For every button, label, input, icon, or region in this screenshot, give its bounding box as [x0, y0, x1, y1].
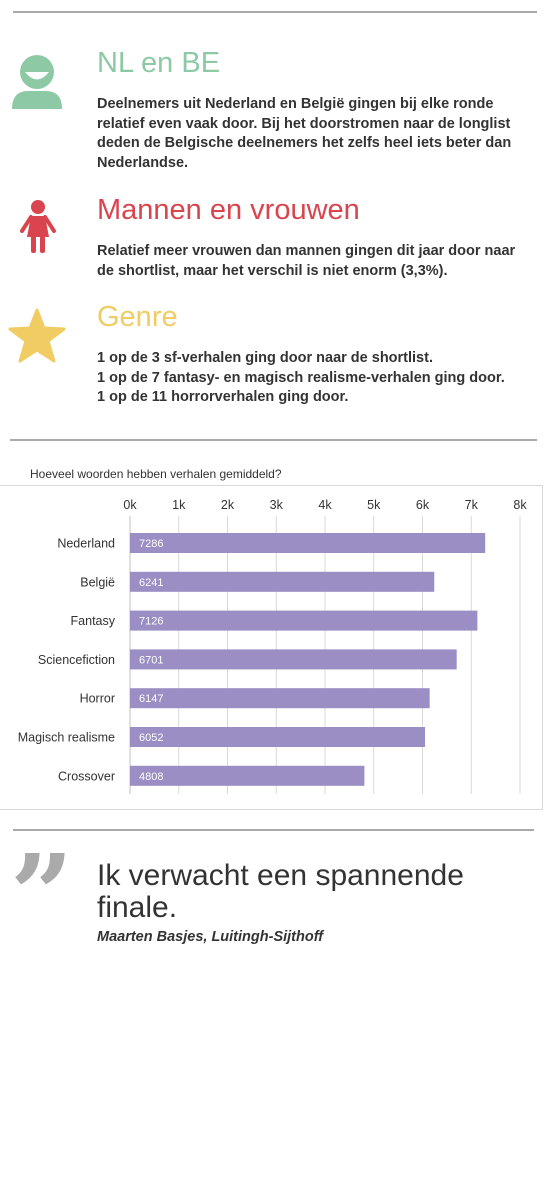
data-label: 7286 [139, 538, 163, 550]
bar [130, 649, 457, 670]
bar-chart: 0k 1k 2k 3k 4k 5k 6k 7k 8k Nederland 7286 België 624… [0, 485, 543, 810]
x-tick-label: 0k [123, 498, 137, 512]
data-label: 6052 [139, 732, 163, 744]
quote-mark-icon: ” [10, 830, 73, 959]
category-label: Sciencefiction [38, 653, 115, 667]
section-body: Deelnemers uit Nederland en België ginge… [97, 95, 537, 173]
body-line: deden de Belgische deelnemers het zelfs … [97, 135, 512, 151]
body-line: Relatief meer vrouwen dan mannen gingen … [97, 243, 516, 259]
category-label: Nederland [57, 537, 115, 551]
section-title: Genre [97, 301, 178, 333]
middle-divider [10, 439, 537, 441]
bar [130, 727, 426, 747]
section-title: NL en BE [97, 47, 221, 79]
bar [130, 610, 478, 631]
body-line: relatief even vaak door. Bij het doorstr… [97, 115, 511, 132]
section-body: 1 op de 3 sf-verhalen ging door naar de … [97, 349, 537, 408]
category-label: Crossover [58, 769, 115, 783]
person-icon [12, 55, 62, 109]
x-tick-label: 7k [465, 498, 479, 512]
bar [130, 533, 486, 553]
body-line: 1 op de 7 fantasy- en magisch realisme-v… [97, 369, 505, 386]
body-line: 1 op de 3 sf-verhalen ging door naar de … [97, 350, 433, 366]
bar [130, 688, 430, 709]
body-line: Nederlandse. [97, 154, 189, 171]
category-label: Magisch realisme [18, 731, 115, 745]
section-body: Relatief meer vrouwen dan mannen gingen … [97, 242, 537, 281]
section-title: Mannen en vrouwen [97, 194, 360, 226]
top-divider [13, 11, 537, 13]
x-tick-label: 1k [172, 498, 186, 512]
woman-icon [20, 200, 56, 253]
x-tick-label: 8k [513, 498, 527, 512]
data-label: 6701 [139, 654, 163, 666]
x-tick-label: 2k [221, 498, 235, 512]
body-line: Deelnemers uit Nederland en België ginge… [97, 96, 494, 112]
chart-title: Hoeveel woorden hebben verhalen gemiddel… [30, 467, 282, 481]
bottom-divider [13, 829, 534, 831]
x-tick-label: 5k [367, 498, 381, 512]
category-label: Fantasy [71, 614, 116, 628]
chart-canvas: 0k 1k 2k 3k 4k 5k 6k 7k 8k Nederland 7286 België 624… [18, 498, 527, 794]
x-tick-label: 6k [416, 498, 430, 512]
data-label: 7126 [139, 616, 163, 628]
data-label: 4808 [139, 771, 163, 783]
bar [130, 571, 435, 592]
body-line: de shortlist, maar het verschil is niet … [97, 262, 448, 279]
body-line: 1 op de 11 horrorverhalen ging door. [97, 389, 349, 405]
quote-author: Maarten Basjes, Luitingh-Sijthoff [97, 929, 324, 945]
star-icon [8, 308, 66, 363]
quote-text: Ik verwacht een spannende finale. [97, 859, 464, 924]
bar [130, 765, 365, 786]
data-label: 6147 [139, 693, 163, 705]
x-tick-label: 4k [318, 498, 332, 512]
x-tick-label: 3k [270, 498, 284, 512]
category-label: Horror [80, 692, 115, 706]
data-label: 6241 [139, 577, 163, 589]
category-label: België [80, 575, 115, 589]
